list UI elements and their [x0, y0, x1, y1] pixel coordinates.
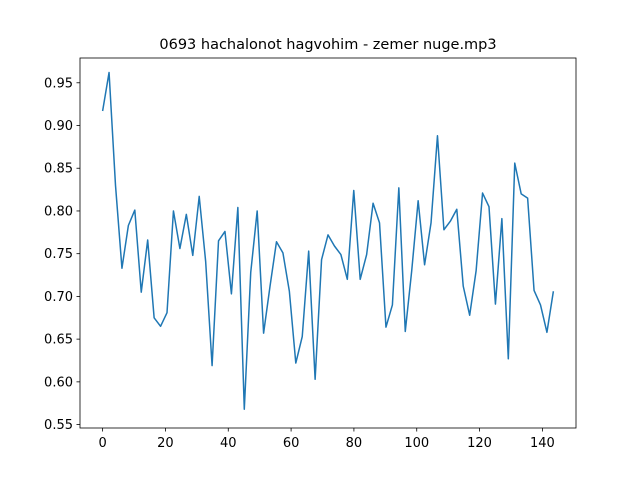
- y-tick-label: 0.70: [44, 290, 73, 305]
- chart-title: 0693 hachalonot hagvohim - zemer nuge.mp…: [159, 37, 496, 53]
- x-tick-label: 80: [346, 436, 363, 451]
- x-tick-label: 120: [467, 436, 492, 451]
- y-tick-label: 0.85: [44, 162, 73, 177]
- x-tick-label: 100: [404, 436, 429, 451]
- y-tick-label: 0.80: [44, 204, 73, 219]
- x-tick-label: 20: [157, 436, 174, 451]
- y-tick-label: 0.60: [44, 375, 73, 390]
- x-tick-label: 40: [220, 436, 237, 451]
- y-tick-label: 0.75: [44, 247, 73, 262]
- axes-frame: [79, 57, 577, 429]
- y-tick-label: 0.65: [44, 333, 73, 348]
- x-tick-label: 60: [283, 436, 300, 451]
- y-tick-label: 0.55: [44, 418, 73, 433]
- y-tick-label: 0.90: [44, 119, 73, 134]
- y-tick-label: 0.95: [44, 76, 73, 91]
- data-line: [101, 71, 555, 410]
- x-tick-label: 0: [98, 436, 106, 451]
- x-tick-label: 140: [530, 436, 555, 451]
